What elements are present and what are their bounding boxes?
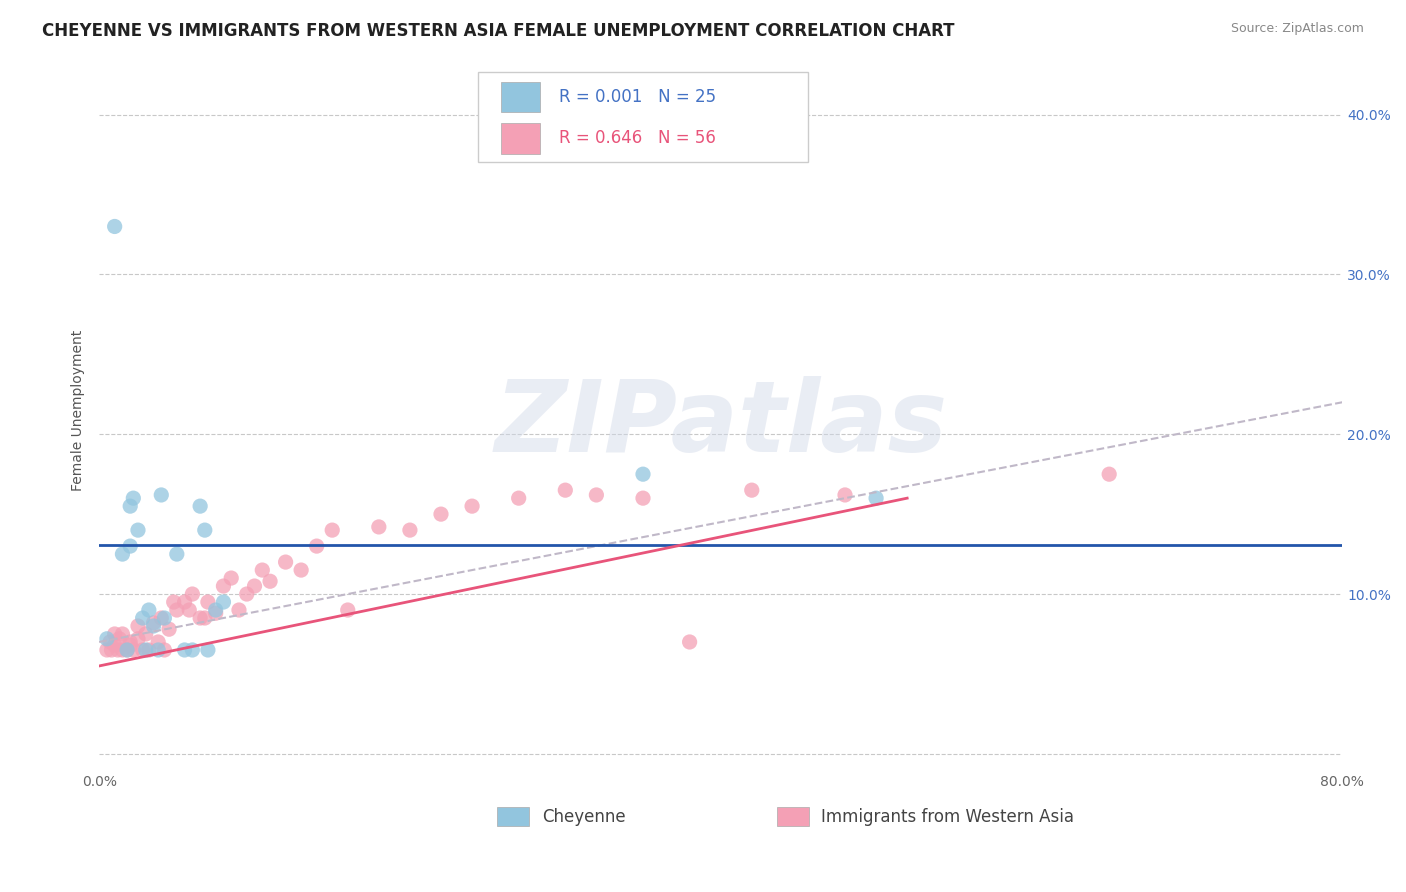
Point xyxy=(120,539,142,553)
Point xyxy=(163,595,186,609)
Point xyxy=(274,555,297,569)
Point xyxy=(127,632,149,646)
Point xyxy=(181,587,204,601)
Point xyxy=(153,643,176,657)
Point xyxy=(554,483,576,498)
Point xyxy=(508,491,530,505)
Bar xyxy=(776,807,808,826)
Point xyxy=(157,622,180,636)
Point xyxy=(430,507,453,521)
Point xyxy=(120,635,142,649)
Point xyxy=(108,632,131,646)
Point xyxy=(115,643,138,657)
Point xyxy=(166,603,188,617)
Point xyxy=(104,219,127,234)
Point xyxy=(122,643,145,657)
FancyBboxPatch shape xyxy=(478,72,807,162)
Point xyxy=(142,615,165,630)
Point xyxy=(104,627,127,641)
Point xyxy=(188,611,211,625)
Point xyxy=(179,603,201,617)
Point xyxy=(194,523,217,537)
Point xyxy=(865,491,887,505)
Point xyxy=(219,571,242,585)
Point xyxy=(142,619,165,633)
Point xyxy=(228,603,250,617)
Text: Cheyenne: Cheyenne xyxy=(541,807,626,826)
Point xyxy=(678,635,700,649)
Point xyxy=(98,635,121,649)
Point xyxy=(741,483,763,498)
Point xyxy=(111,627,134,641)
Point xyxy=(252,563,274,577)
Point xyxy=(173,643,195,657)
Point xyxy=(122,491,145,505)
Point xyxy=(100,643,122,657)
Point xyxy=(115,643,138,657)
Point xyxy=(585,488,607,502)
Point xyxy=(127,523,149,537)
Point xyxy=(181,643,204,657)
Bar xyxy=(501,123,540,153)
Bar xyxy=(496,807,529,826)
Point xyxy=(631,491,654,505)
Point xyxy=(111,547,134,561)
Point xyxy=(212,595,235,609)
Text: Source: ZipAtlas.com: Source: ZipAtlas.com xyxy=(1230,22,1364,36)
Point xyxy=(461,499,484,513)
Point xyxy=(148,643,170,657)
Point xyxy=(120,499,142,513)
Point xyxy=(166,547,188,561)
Point xyxy=(138,643,160,657)
Text: ZIPatlas: ZIPatlas xyxy=(494,376,948,473)
Point xyxy=(96,632,118,646)
Text: R = 0.646   N = 56: R = 0.646 N = 56 xyxy=(560,129,716,147)
Point xyxy=(399,523,422,537)
Point xyxy=(107,643,129,657)
Point xyxy=(834,488,856,502)
Point xyxy=(153,611,176,625)
Point xyxy=(290,563,312,577)
Point xyxy=(150,488,173,502)
Point xyxy=(135,643,157,657)
Point xyxy=(212,579,235,593)
Point xyxy=(135,627,157,641)
Point xyxy=(194,611,217,625)
Point xyxy=(204,603,226,617)
Point xyxy=(150,611,173,625)
Point xyxy=(138,603,160,617)
Point xyxy=(131,611,153,625)
Bar xyxy=(501,81,540,112)
Text: R = 0.001   N = 25: R = 0.001 N = 25 xyxy=(560,87,716,106)
Point xyxy=(259,574,281,589)
Y-axis label: Female Unemployment: Female Unemployment xyxy=(72,330,86,491)
Point xyxy=(243,579,266,593)
Point xyxy=(104,638,127,652)
Point xyxy=(367,520,389,534)
Point xyxy=(1098,467,1121,482)
Point xyxy=(148,635,170,649)
Point xyxy=(173,595,195,609)
Point xyxy=(235,587,257,601)
Point xyxy=(336,603,359,617)
Point xyxy=(321,523,343,537)
Point xyxy=(305,539,328,553)
Point xyxy=(188,499,211,513)
Point xyxy=(111,643,134,657)
Point xyxy=(120,638,142,652)
Text: Immigrants from Western Asia: Immigrants from Western Asia xyxy=(821,807,1074,826)
Point xyxy=(131,643,153,657)
Point xyxy=(197,643,219,657)
Point xyxy=(204,606,226,620)
Point xyxy=(197,595,219,609)
Point xyxy=(631,467,654,482)
Point xyxy=(127,619,149,633)
Text: CHEYENNE VS IMMIGRANTS FROM WESTERN ASIA FEMALE UNEMPLOYMENT CORRELATION CHART: CHEYENNE VS IMMIGRANTS FROM WESTERN ASIA… xyxy=(42,22,955,40)
Point xyxy=(96,643,118,657)
